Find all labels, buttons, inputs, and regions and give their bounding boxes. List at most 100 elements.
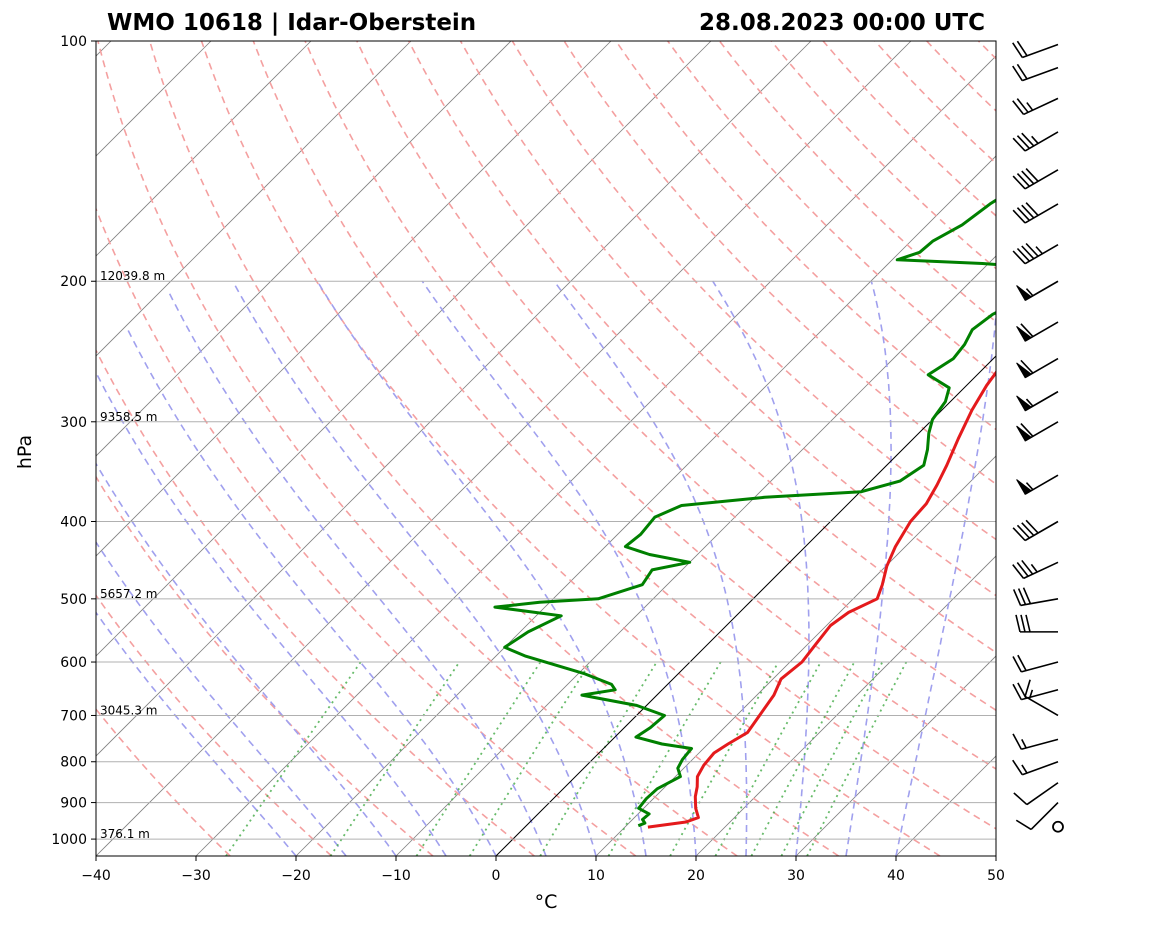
isotherm-line (395, 255, 996, 856)
y-tick-label: 100 (60, 34, 87, 50)
wind-barb-flag (1016, 285, 1033, 301)
moist-adiabat (845, 280, 892, 856)
chart-title-station: WMO 10618 | Idar-Oberstein (107, 10, 476, 36)
wind-barb-full (1020, 359, 1034, 374)
dry-adiabat (356, 41, 996, 712)
moist-adiabat (316, 280, 647, 856)
wind-barb-full (1015, 614, 1021, 633)
wind-barb (1012, 759, 1059, 776)
dry-adiabat (97, 41, 738, 856)
wind-barb-full (1012, 175, 1026, 190)
wind-barb-staff (1024, 520, 1059, 542)
wind-barb-full (1022, 587, 1032, 605)
wind-barb (1015, 802, 1059, 831)
wind-barb (1012, 168, 1059, 190)
wind-barb-staff (1022, 760, 1059, 776)
x-axis-ticks: −40 −30 −20 −10 0 10 20 30 40 50 (81, 856, 1005, 884)
wind-barb-half (1031, 135, 1039, 144)
x-tick-label: −40 (81, 868, 111, 884)
y-axis-ticks: 100 200 300 400 500 600 700 800 900 1000 (51, 34, 96, 848)
wind-barb-staff (1021, 661, 1059, 673)
wind-barb-staff (1024, 695, 1059, 717)
wind-barb (1012, 733, 1059, 750)
wind-barb-full (1012, 733, 1022, 750)
wind-barb (1016, 357, 1059, 379)
wind-barb-flag (1016, 325, 1033, 342)
isotherm-zero (495, 355, 996, 856)
moist-adiabat (127, 329, 497, 856)
wind-barb-full (1012, 527, 1026, 542)
mixing-ratio-line (415, 661, 542, 856)
mixing-ratio-line (714, 661, 822, 856)
y-tick-label: 900 (60, 796, 87, 812)
moist-adiabat (96, 462, 397, 856)
sounding-profiles (493, 198, 996, 829)
wind-barb-full (1012, 137, 1026, 152)
wind-barbs (1012, 40, 1064, 833)
wind-barb-full (1012, 589, 1022, 606)
x-tick-label: 20 (687, 868, 705, 884)
moist-adiabat (232, 280, 597, 856)
isotherm-line (295, 155, 996, 856)
dry-adiabat (304, 41, 996, 770)
moist-adiabat (421, 280, 697, 856)
y-tick-label: 700 (60, 708, 87, 724)
wind-barb-full (1016, 63, 1028, 80)
y-tick-label: 400 (60, 514, 87, 530)
dry-adiabat (96, 206, 637, 856)
x-tick-label: 30 (787, 868, 805, 884)
y-tick-label: 500 (60, 592, 87, 608)
temperature-profile (647, 370, 996, 829)
wind-barb (1012, 559, 1059, 580)
wind-barb (1013, 782, 1059, 806)
wind-barb-full (1016, 247, 1031, 262)
wind-barb-staff (1023, 561, 1059, 580)
wind-barb (1016, 421, 1059, 442)
wind-barb (1012, 97, 1059, 116)
dry-adiabat (200, 41, 941, 856)
wind-barb-staff (1024, 244, 1059, 265)
wind-barb-staff (1024, 169, 1059, 190)
wind-barb-full (1016, 40, 1028, 57)
moist-adiabat (895, 307, 996, 856)
wind-barb-full (1020, 423, 1034, 437)
wind-barb-staff (1021, 689, 1059, 701)
wind-barb-staff (1024, 131, 1059, 152)
isotherm-line (96, 41, 712, 657)
chart-title-datetime: 28.08.2023 00:00 UTC (699, 10, 985, 36)
y-tick-label: 600 (60, 655, 87, 671)
wind-barb-staff (1021, 738, 1059, 750)
wind-barb (1012, 587, 1059, 607)
height-labels: 12039.8 m 9358.5 m 5657.2 m 3045.3 m 376.1 m (100, 269, 165, 841)
plot-frame (95, 40, 997, 857)
wind-barb-flag (1016, 479, 1033, 495)
dry-adiabat (148, 41, 840, 856)
x-tick-label: 10 (587, 868, 605, 884)
y-tick-label: 200 (60, 274, 87, 290)
isotherm-line (595, 455, 996, 856)
wind-barb (1016, 474, 1059, 495)
wind-barb-full (1024, 679, 1031, 697)
isotherm-line (96, 41, 912, 856)
isotherm-line (195, 55, 996, 856)
wind-barb-full (1017, 588, 1027, 605)
isotherm-line (96, 41, 612, 557)
y-tick-label: 300 (60, 415, 87, 431)
wind-barb-full (1015, 819, 1032, 831)
wind-barb-staff (1022, 66, 1059, 82)
height-label: 3045.3 m (100, 703, 158, 717)
isotherm-line (96, 41, 812, 757)
wind-barb-full (1012, 656, 1022, 673)
wind-barb-full (1025, 242, 1039, 257)
wind-barb-full (1025, 202, 1039, 216)
mixing-ratio-line (329, 661, 461, 856)
wind-barb-full (1012, 42, 1023, 58)
height-label: 376.1 m (100, 827, 150, 841)
dry-adiabat (96, 594, 333, 856)
wind-barb-full (1020, 323, 1034, 338)
wind-barb (1012, 40, 1059, 59)
wind-barb-flag (1016, 395, 1033, 412)
wind-barb (1012, 242, 1059, 265)
wind-barb-staff (1026, 782, 1059, 806)
